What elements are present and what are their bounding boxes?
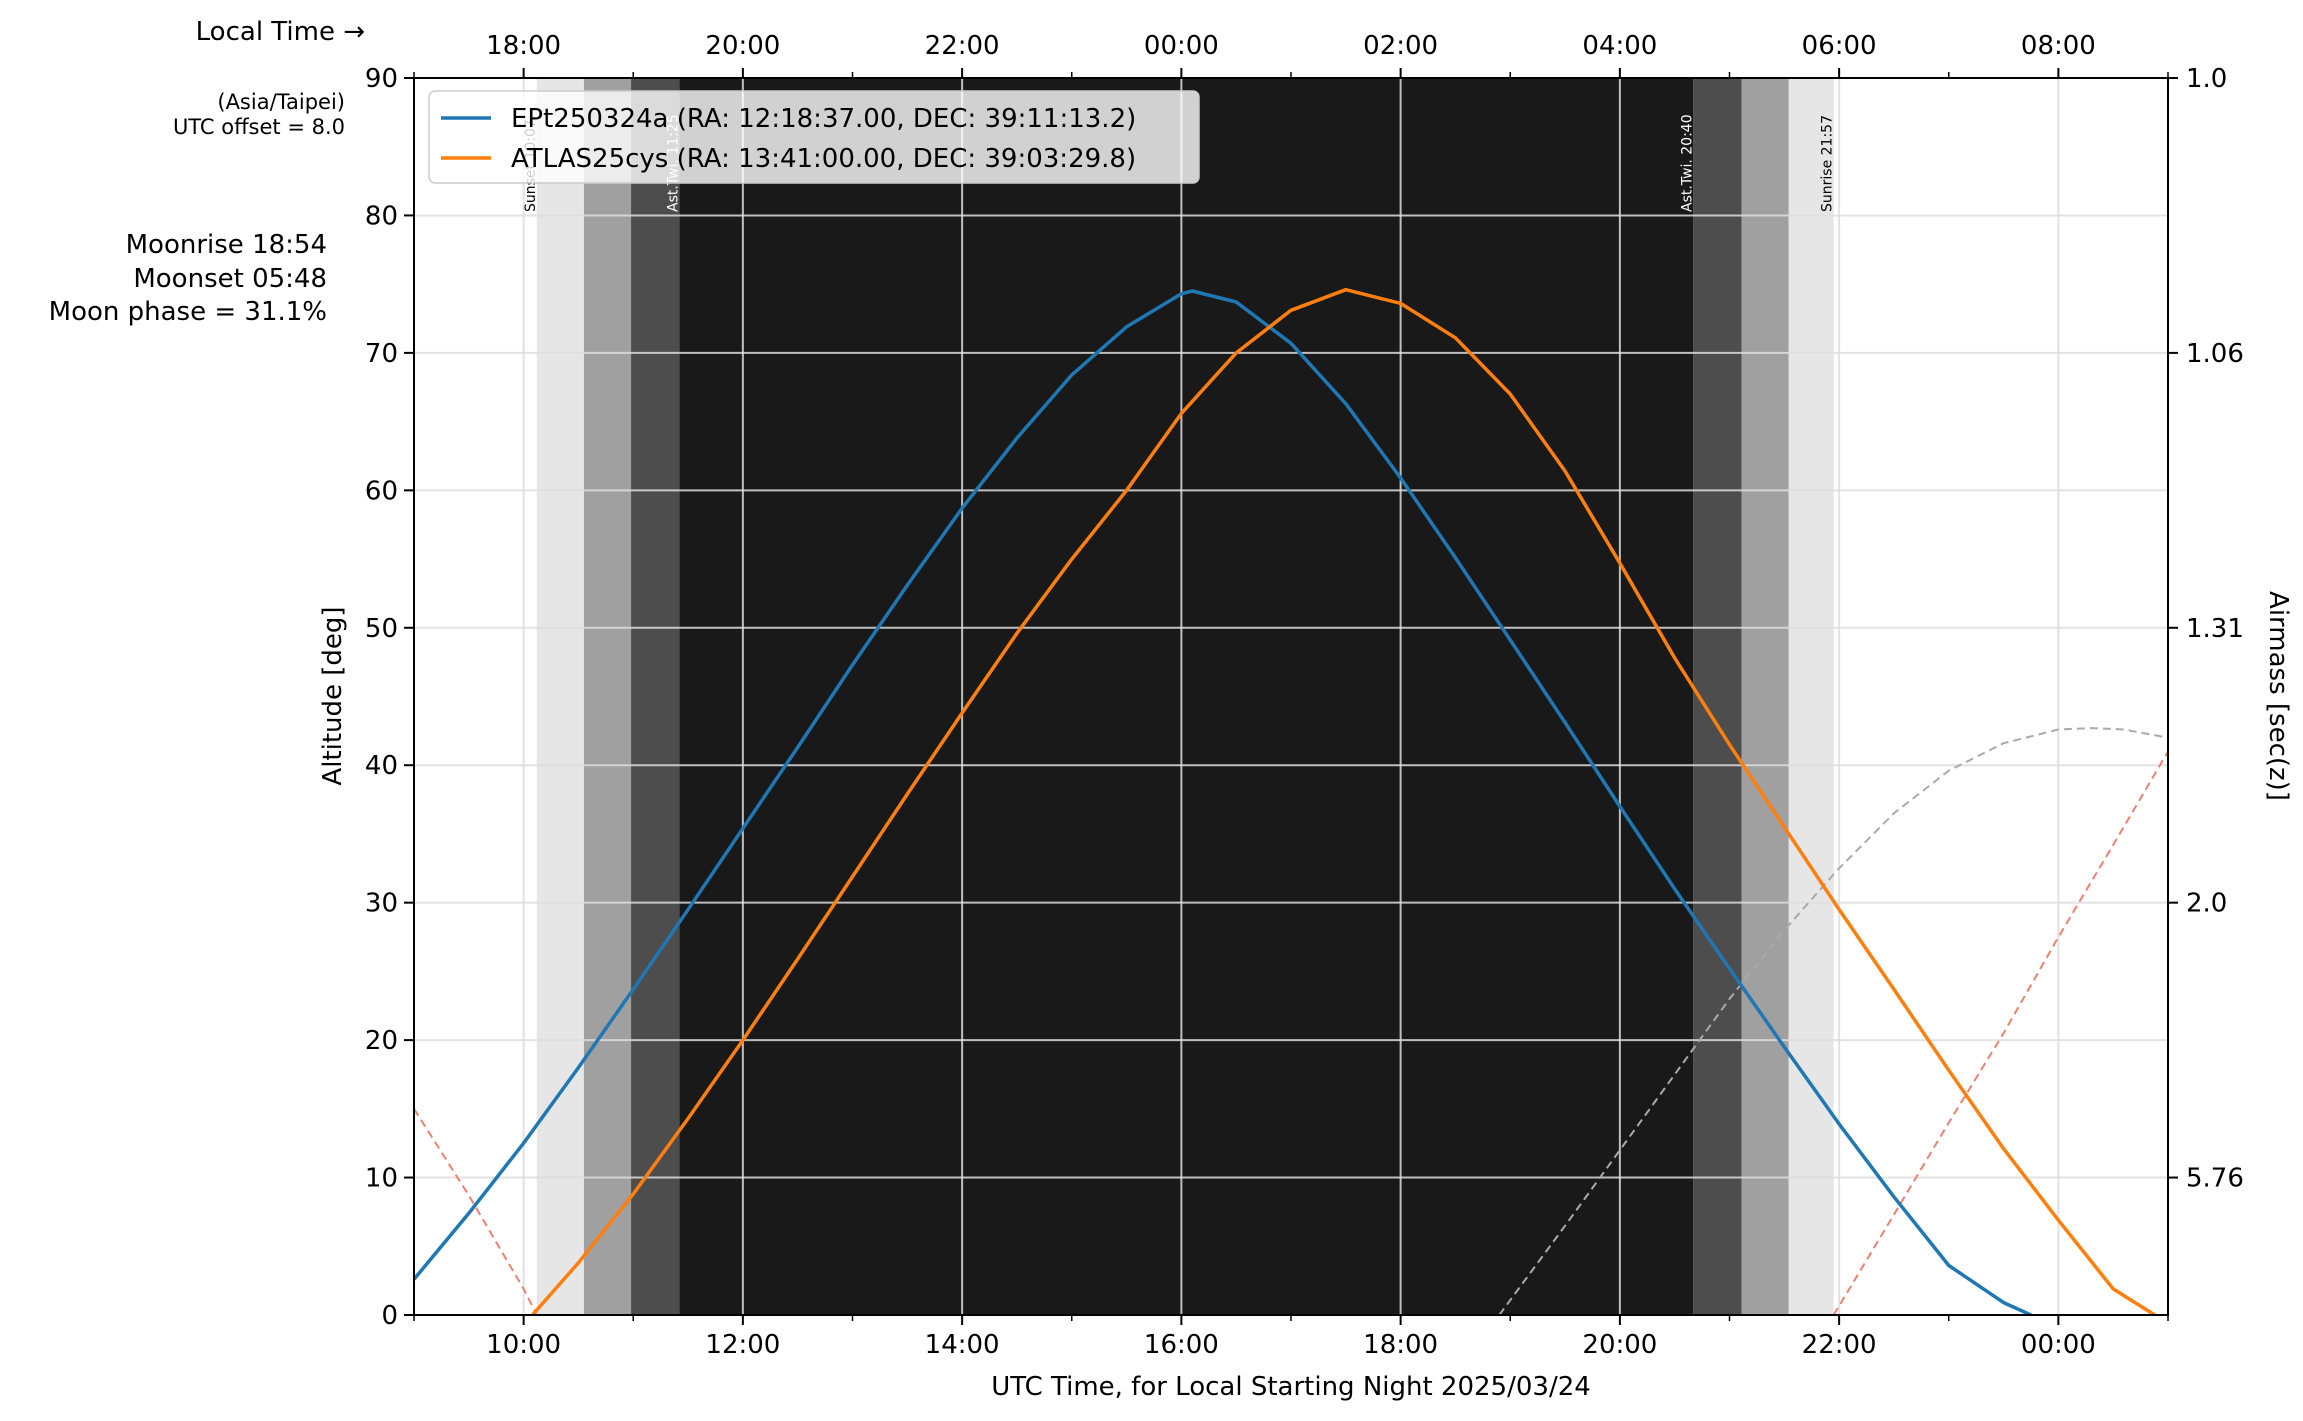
axes: 10:00 12:00 14:00 16:00 18:00 20:00 22:00 00:00… [365,31,2244,1360]
x-tick-label: 22:00 [1802,1330,1877,1360]
top-tick-label: 20:00 [705,31,780,61]
x-tick-label: 00:00 [2021,1330,2096,1360]
top-tick-label: 04:00 [1582,31,1657,61]
sun-curve-1 [1832,750,2168,1315]
top-tick-label: 02:00 [1363,31,1438,61]
twilight-band-0 [536,78,584,1315]
airmass-tick-label: 1.06 [2186,339,2244,369]
twilight-band-3 [679,78,1694,1315]
top-tick-label: 18:00 [486,31,561,61]
x-tick-label: 10:00 [486,1330,561,1360]
utc-offset-label: UTC offset = 8.0 [173,115,345,139]
x-tick-label: 16:00 [1144,1330,1219,1360]
legend-box [428,90,1200,184]
moonrise-label: Moonrise 18:54 [126,230,327,260]
airmass-tick-label: 5.76 [2186,1164,2244,1194]
x-tick-label: 14:00 [925,1330,1000,1360]
event-label: Sunrise 21:57 [1820,115,1836,212]
twilight-bands [536,78,1834,1315]
y-tick-label: 60 [365,476,398,506]
y-tick-label: 10 [365,1164,398,1194]
x-tick-label: 18:00 [1363,1330,1438,1360]
top-tick-label: 08:00 [2021,31,2096,61]
x-tick-label: 12:00 [705,1330,780,1360]
legend-label-0: EPt250324a (RA: 12:18:37.00, DEC: 39:11:… [511,104,1136,134]
x-axis-label: UTC Time, for Local Starting Night 2025/… [991,1372,1591,1402]
top-tick-label: 06:00 [1802,31,1877,61]
x-tick-label: 20:00 [1582,1330,1657,1360]
y2-axis-label: Airmass [sec(z)] [2263,591,2293,801]
y-tick-label: 70 [365,339,398,369]
twilight-band-2 [631,78,680,1315]
twilight-band-6 [1788,78,1834,1315]
y-tick-label: 80 [365,201,398,231]
top-axis-label: Local Time → [196,17,365,47]
moon-curve [1498,727,2168,1315]
timezone-label: (Asia/Taipei) [217,90,345,114]
moon-phase-label: Moon phase = 31.1% [49,297,327,327]
airmass-tick-label: 1.0 [2186,64,2227,94]
curves [414,287,2168,1315]
y-tick-label: 90 [365,64,398,94]
moonset-label: Moonset 05:48 [133,264,327,294]
twilight-band-4 [1693,78,1742,1315]
y-tick-label: 50 [365,614,398,644]
series-line-1 [531,287,2156,1315]
twilight-band-1 [583,78,632,1315]
grid-lines [414,78,2168,1315]
twilight-band-5 [1741,78,1789,1315]
event-label: Ast.Twi. 20:40 [1679,114,1695,212]
y-axis-label: Altitude [deg] [318,606,348,785]
legend-label-1: ATLAS25cys (RA: 13:41:00.00, DEC: 39:03:… [511,144,1136,174]
legend: EPt250324a (RA: 12:18:37.00, DEC: 39:11:… [428,90,1200,184]
series-line-0 [414,289,2032,1315]
top-tick-label: 22:00 [925,31,1000,61]
top-tick-label: 00:00 [1144,31,1219,61]
sun-curve-0 [414,1108,538,1315]
airmass-tick-label: 2.0 [2186,889,2227,919]
y-tick-label: 20 [365,1026,398,1056]
y-tick-label: 0 [381,1301,398,1331]
y-tick-label: 40 [365,751,398,781]
airmass-tick-label: 1.31 [2186,614,2244,644]
y-tick-label: 30 [365,889,398,919]
